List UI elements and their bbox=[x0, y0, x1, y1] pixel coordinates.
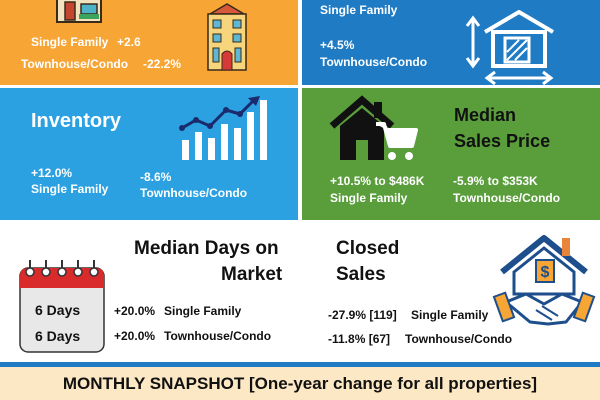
footer-title: MONTHLY SNAPSHOT [One-year change for al… bbox=[62, 374, 538, 393]
closed-sales-title-line2: Sales bbox=[336, 264, 386, 285]
closed-sales-title-line1: Closed bbox=[336, 238, 400, 259]
price-per-sqft-value: +4.5% bbox=[320, 38, 355, 52]
closed-townhouse-label: Townhouse/Condo bbox=[405, 332, 513, 346]
median-price-single-value: +10.5% to $486K bbox=[330, 174, 425, 188]
single-family-value: +2.6 bbox=[117, 35, 141, 49]
median-price-townhouse-value: -5.9% to $353K bbox=[453, 174, 538, 188]
calendar-line1: 6 Days bbox=[35, 302, 81, 318]
inventory-single-label: Single Family bbox=[31, 182, 109, 196]
single-family-label: Single Family bbox=[31, 35, 109, 49]
inventory-single-value: +12.0% bbox=[31, 166, 73, 180]
calendar-icon bbox=[19, 260, 105, 353]
inventory-townhouse-label: Townhouse/Condo bbox=[140, 186, 248, 200]
svg-text:$: $ bbox=[541, 264, 550, 281]
townhouse-label: Townhouse/Condo bbox=[21, 57, 129, 71]
house-icon bbox=[56, 0, 102, 23]
days-townhouse-label: Townhouse/Condo bbox=[164, 329, 272, 343]
closed-single-value: -27.9% [119] bbox=[328, 308, 397, 322]
inventory-title: Inventory bbox=[31, 110, 122, 132]
panel-median-sales-price: Median Sales Price +10.5% to $486K Singl… bbox=[302, 88, 600, 220]
shopping-cart-icon bbox=[376, 122, 418, 160]
days-on-market-title-line1: Median Days on bbox=[134, 238, 279, 259]
inventory-townhouse-value: -8.6% bbox=[140, 170, 172, 184]
panel-days-on-market: Median Days on Market 6 Days 6 Days +20.… bbox=[0, 222, 300, 362]
house-icon bbox=[329, 95, 395, 160]
closed-single-label: Single Family bbox=[411, 308, 489, 322]
townhouse-label: Townhouse/Condo bbox=[320, 55, 428, 69]
townhouse-value: -22.2% bbox=[143, 57, 182, 71]
panel-top-right: Single Family +4.5% Townhouse/Condo bbox=[302, 0, 600, 85]
panel-closed-sales: Closed Sales $ -27.9% [119] Single Famil… bbox=[300, 222, 600, 362]
median-price-townhouse-label: Townhouse/Condo bbox=[453, 191, 561, 205]
footer-bar: MONTHLY SNAPSHOT [One-year change for al… bbox=[0, 367, 600, 400]
days-single-label: Single Family bbox=[164, 304, 242, 318]
footer-divider bbox=[0, 362, 600, 367]
calendar-line2: 6 Days bbox=[35, 328, 81, 344]
median-price-title-line1: Median bbox=[454, 105, 517, 125]
days-townhouse-value: +20.0% bbox=[114, 329, 156, 343]
days-single-value: +20.0% bbox=[114, 304, 156, 318]
closed-townhouse-value: -11.8% [67] bbox=[328, 332, 391, 346]
townhouse-building-icon bbox=[207, 3, 247, 71]
median-price-single-label: Single Family bbox=[330, 191, 408, 205]
days-on-market-title-line2: Market bbox=[221, 264, 283, 285]
house-square-footage-icon bbox=[465, 10, 555, 85]
handshake-house-dollar-icon: $ bbox=[492, 235, 596, 326]
panel-top-left: Single Family +2.6 Townhouse/Condo -22.2… bbox=[0, 0, 298, 85]
panel-inventory: Inventory +12.0% Single Family -8.6% Tow… bbox=[0, 88, 298, 220]
single-family-label: Single Family bbox=[320, 3, 398, 17]
median-price-title-line2: Sales Price bbox=[454, 131, 551, 151]
bar-chart-trend-icon bbox=[179, 96, 267, 160]
